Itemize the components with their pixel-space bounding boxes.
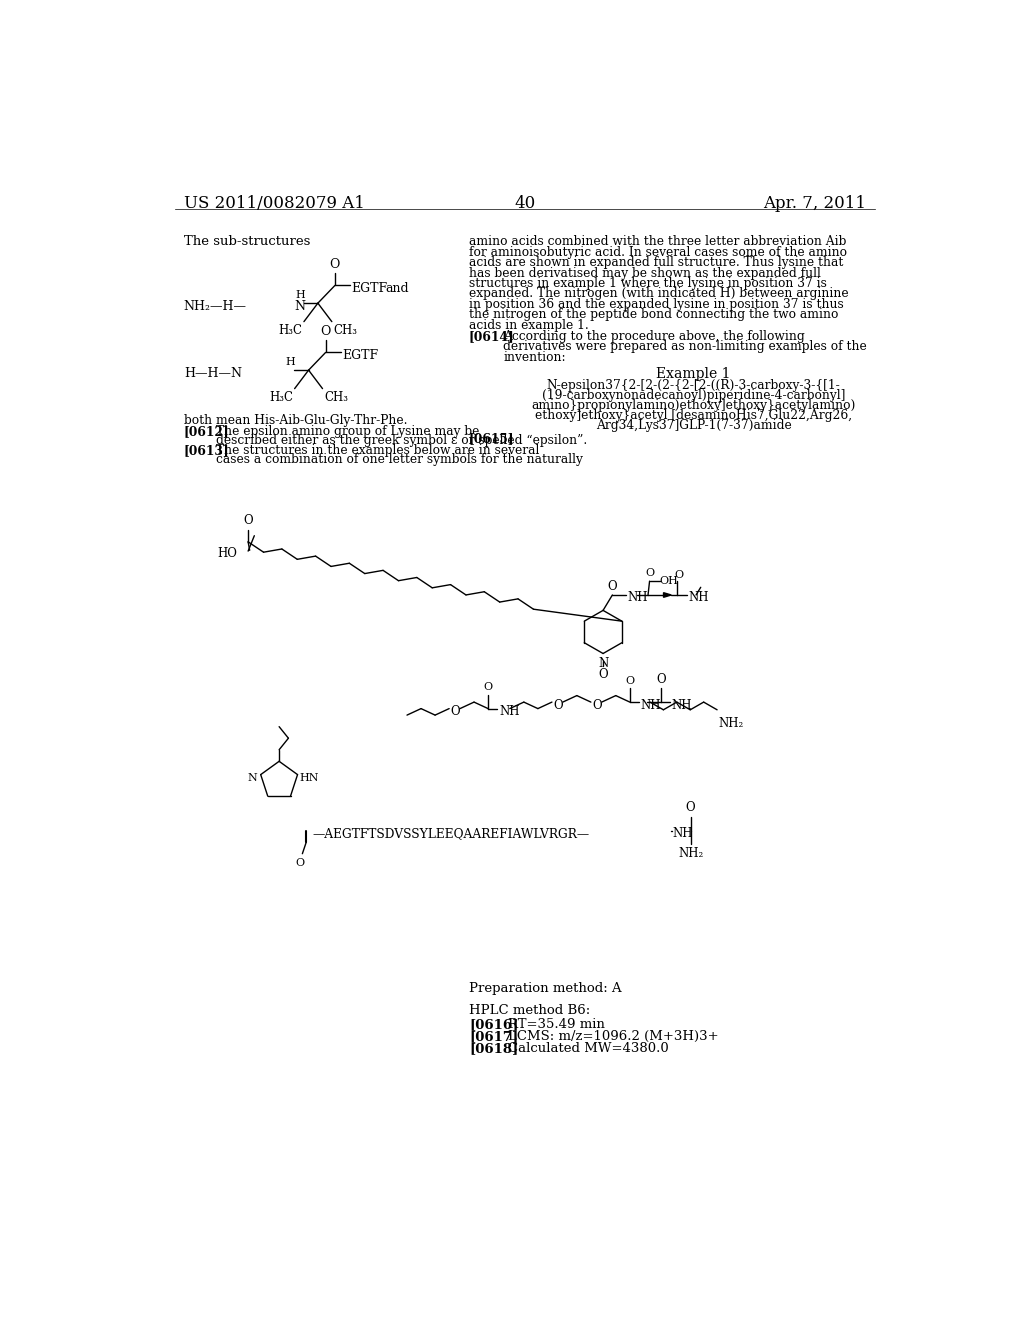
- Text: RT=35.49 min: RT=35.49 min: [508, 1018, 604, 1031]
- Text: EGTF: EGTF: [351, 282, 387, 296]
- Text: O: O: [321, 325, 331, 338]
- Text: for aminoisobutyric acid. In several cases some of the amino: for aminoisobutyric acid. In several cas…: [469, 246, 847, 259]
- Text: O: O: [686, 801, 695, 814]
- Text: O: O: [483, 682, 493, 693]
- Text: HO: HO: [217, 546, 238, 560]
- Text: O: O: [607, 579, 617, 593]
- Text: O: O: [554, 698, 563, 711]
- Text: [0612]: [0612]: [183, 425, 229, 438]
- Text: H: H: [286, 356, 296, 367]
- Text: The epsilon amino group of Lysine may be: The epsilon amino group of Lysine may be: [216, 425, 479, 438]
- Text: acids in example 1.: acids in example 1.: [469, 318, 589, 331]
- Text: HN: HN: [299, 772, 318, 783]
- Text: O: O: [675, 570, 684, 579]
- Text: NH₂: NH₂: [719, 718, 743, 730]
- Text: Preparation method: A: Preparation method: A: [469, 982, 622, 995]
- Text: The sub-structures: The sub-structures: [183, 235, 310, 248]
- Text: O: O: [330, 257, 340, 271]
- Text: ethoxy]ethoxy}acetyl [desaminoHis7,Glu22,Arg26,: ethoxy]ethoxy}acetyl [desaminoHis7,Glu22…: [536, 409, 852, 422]
- Text: [0617]: [0617]: [469, 1030, 518, 1043]
- Text: LCMS: m/z=1096.2 (M+3H)3+: LCMS: m/z=1096.2 (M+3H)3+: [508, 1030, 719, 1043]
- Text: cases a combination of one letter symbols for the naturally: cases a combination of one letter symbol…: [216, 453, 584, 466]
- Text: expanded. The nitrogen (with indicated H) between arginine: expanded. The nitrogen (with indicated H…: [469, 288, 849, 301]
- Text: described either as the greek symbol ε or spelled “epsilon”.: described either as the greek symbol ε o…: [216, 434, 588, 447]
- Text: invention:: invention:: [503, 351, 565, 363]
- Text: O: O: [593, 698, 602, 711]
- Text: According to the procedure above, the following: According to the procedure above, the fo…: [503, 330, 805, 343]
- Text: NH: NH: [672, 828, 692, 841]
- Text: derivatives were prepared as non-limiting examples of the: derivatives were prepared as non-limitin…: [503, 341, 867, 354]
- Text: has been derivatised may be shown as the expanded full: has been derivatised may be shown as the…: [469, 267, 821, 280]
- Text: structures in example 1 where the lysine in position 37 is: structures in example 1 where the lysine…: [469, 277, 826, 290]
- Text: NH: NH: [688, 591, 709, 603]
- Text: 40: 40: [514, 195, 536, 213]
- Text: O: O: [244, 515, 253, 527]
- Text: O: O: [451, 705, 461, 718]
- Text: US 2011/0082079 A1: US 2011/0082079 A1: [183, 195, 365, 213]
- Text: NH: NH: [499, 705, 519, 718]
- Text: Arg34,Lys37]GLP-1(7-37)amide: Arg34,Lys37]GLP-1(7-37)amide: [596, 418, 792, 432]
- Text: Apr. 7, 2011: Apr. 7, 2011: [763, 195, 866, 213]
- Text: —AEGTFTSDVSSYLEEQAAREFIAWLVRGR—: —AEGTFTSDVSSYLEEQAAREFIAWLVRGR—: [312, 828, 590, 841]
- Text: and: and: [385, 282, 409, 296]
- Text: [0615]: [0615]: [469, 432, 514, 445]
- Text: N-epsilon37{2-[2-(2-{2-[2-((R)-3-carboxy-3-{[1-: N-epsilon37{2-[2-(2-{2-[2-((R)-3-carboxy…: [547, 379, 841, 392]
- Text: [0614]: [0614]: [469, 330, 515, 343]
- Polygon shape: [664, 593, 672, 598]
- Text: NH: NH: [672, 698, 692, 711]
- Text: amino}propionylamino)ethoxy]ethoxy}acetylamino): amino}propionylamino)ethoxy]ethoxy}acety…: [531, 399, 856, 412]
- Text: NH₂—H—: NH₂—H—: [183, 300, 247, 313]
- Text: [0616]: [0616]: [469, 1018, 518, 1031]
- Text: OH: OH: [658, 576, 678, 586]
- Text: (19-carboxynonadecanoyl)piperidine-4-carbonyl]: (19-carboxynonadecanoyl)piperidine-4-car…: [542, 389, 846, 403]
- Text: The structures in the examples below are in several: The structures in the examples below are…: [216, 444, 540, 457]
- Text: Calculated MW=4380.0: Calculated MW=4380.0: [508, 1043, 669, 1056]
- Text: H₃C: H₃C: [279, 323, 302, 337]
- Text: the nitrogen of the peptide bond connecting the two amino: the nitrogen of the peptide bond connect…: [469, 308, 839, 321]
- Text: HPLC method B6:: HPLC method B6:: [469, 1003, 590, 1016]
- Text: O: O: [598, 668, 608, 681]
- Text: EGTF: EGTF: [342, 348, 378, 362]
- Text: in position 36 and the expanded lysine in position 37 is thus: in position 36 and the expanded lysine i…: [469, 298, 844, 310]
- Text: O: O: [656, 673, 666, 686]
- Text: both mean His-Aib-Glu-Gly-Thr-Phe.: both mean His-Aib-Glu-Gly-Thr-Phe.: [183, 414, 408, 428]
- Text: O: O: [645, 568, 654, 578]
- Text: CH₃: CH₃: [334, 323, 357, 337]
- Text: H: H: [295, 289, 305, 300]
- Text: Example 1: Example 1: [656, 367, 731, 381]
- Text: [0618]: [0618]: [469, 1043, 518, 1056]
- Text: NH: NH: [628, 591, 648, 603]
- Text: N: N: [598, 656, 608, 669]
- Text: N: N: [247, 772, 257, 783]
- Text: N: N: [295, 300, 305, 313]
- Text: [0613]: [0613]: [183, 444, 229, 457]
- Text: CH₃: CH₃: [324, 391, 348, 404]
- Text: O: O: [626, 676, 635, 686]
- Text: H₃C: H₃C: [269, 391, 293, 404]
- Text: NH₂: NH₂: [678, 847, 703, 859]
- Text: acids are shown in expanded full structure. Thus lysine that: acids are shown in expanded full structu…: [469, 256, 844, 269]
- Text: NH: NH: [641, 698, 662, 711]
- Text: H—H—N: H—H—N: [183, 367, 242, 380]
- Text: amino acids combined with the three letter abbreviation Aib: amino acids combined with the three lett…: [469, 235, 847, 248]
- Text: O: O: [296, 858, 304, 869]
